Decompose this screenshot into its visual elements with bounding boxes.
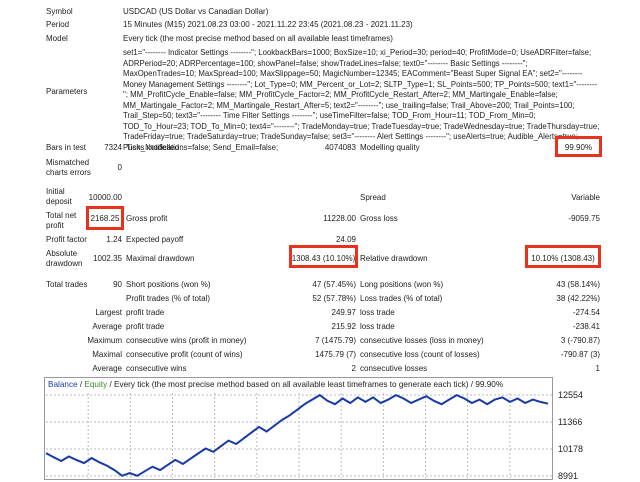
legend-equity: Equity (84, 380, 108, 389)
long-positions-label: Long positions (won %) (360, 280, 444, 289)
trade-row-value-2: -238.41 (572, 322, 600, 331)
model-label: Model (46, 34, 68, 43)
chart-svg: 12554 11366 10178 8991 (44, 377, 583, 481)
trade-row-value: 7 (1475.79) (315, 336, 356, 345)
relative-drawdown-highlight (525, 245, 601, 268)
expected-payoff-value: 24.09 (335, 235, 356, 244)
y-tick-label: 12554 (558, 390, 583, 400)
trade-row-prefix: Maximum (87, 336, 122, 345)
short-positions-label: Short positions (won %) (126, 280, 211, 289)
trade-row-value: 2 (351, 364, 356, 373)
trade-row-prefix: Average (92, 322, 122, 331)
spread-value: Variable (571, 193, 600, 202)
relative-drawdown-value: 10.10% (1308.43) (531, 254, 595, 263)
profit-factor-value: 1.24 (106, 235, 122, 244)
legend-separator: / (77, 380, 85, 389)
period-label: Period (46, 20, 70, 29)
trade-row-value-2: 3 (-790.87) (560, 336, 600, 345)
modelling-quality-highlight (555, 136, 602, 157)
trade-row-value-2: -790.87 (3) (560, 350, 600, 359)
balance-equity-chart: 12554 11366 10178 8991 (44, 377, 640, 481)
bars-label: Bars in test (46, 143, 87, 152)
modelling-quality-value: 99.90% (564, 143, 593, 152)
short-positions-value: 47 (57.45%) (312, 280, 356, 289)
maximal-drawdown-value: 1308.43 (10.10%) (291, 254, 356, 263)
y-tick-label: 8991 (558, 471, 578, 480)
trade-row-prefix: Maximal (92, 350, 122, 359)
legend-description: / Every tick (the most precise method ba… (107, 380, 504, 389)
modelling-quality-label: Modelling quality (360, 143, 420, 152)
gross-profit-label: Gross profit (126, 214, 168, 223)
ticks-value: 4074083 (324, 143, 356, 152)
total-net-profit-label: Total net profit (46, 211, 77, 230)
trade-row-label: profit trade (126, 308, 165, 317)
expected-payoff-label: Expected payoff (126, 235, 184, 244)
trade-row-label-2: loss trade (360, 322, 395, 331)
model-value: Every tick (the most precise method base… (123, 34, 393, 43)
trade-row-label-2: consecutive losses (360, 364, 428, 373)
chart-frame (44, 377, 553, 480)
net-profit-highlight (86, 206, 124, 230)
spread-label: Spread (360, 193, 386, 202)
parameters-value: set1="-------- Indicator Settings ------… (123, 48, 600, 152)
maximal-drawdown-label: Maximal drawdown (126, 254, 195, 263)
profit-trades-value: 52 (57.78%) (312, 294, 356, 303)
trade-row-label: profit trade (126, 322, 165, 331)
absolute-drawdown-label: Absolute drawdown (46, 249, 83, 268)
mismatched-label: Mismatched charts errors (46, 158, 91, 177)
trade-row-value-2: -274.54 (572, 308, 600, 317)
trade-row-value: 1475.79 (7) (315, 350, 356, 359)
gross-loss-value: -9059.75 (568, 214, 600, 223)
profit-trades-label: Profit trades (% of total) (126, 294, 211, 303)
balance-line (45, 393, 549, 477)
trade-row-label-2: consecutive loss (count of losses) (360, 350, 480, 359)
loss-trades-label: Loss trades (% of total) (360, 294, 443, 303)
ticks-label: Ticks modelled (126, 143, 180, 152)
trade-row-prefix: Largest (95, 308, 122, 317)
profit-factor-label: Profit factor (46, 235, 87, 244)
bars-value: 7324 (104, 143, 122, 152)
gross-loss-label: Gross loss (360, 214, 398, 223)
total-trades-label: Total trades (46, 280, 88, 289)
trade-row-value-2: 1 (595, 364, 600, 373)
symbol-label: Symbol (46, 7, 73, 16)
initial-deposit-value: 10000.00 (88, 193, 122, 202)
legend-balance: Balance (48, 380, 78, 389)
chart-legend: Balance / Equity / Every tick (the most … (48, 380, 503, 389)
trade-row-value: 249.97 (331, 308, 356, 317)
total-trades-value: 90 (113, 280, 122, 289)
parameters-label: Parameters (46, 87, 88, 96)
relative-drawdown-label: Relative drawdown (360, 254, 428, 263)
trade-row-prefix: Average (92, 364, 122, 373)
trade-row-label: consecutive profit (count of wins) (126, 350, 243, 359)
period-value: 15 Minutes (M15) 2021.08.23 03:00 - 2021… (123, 20, 413, 29)
trade-row-value: 215.92 (331, 322, 356, 331)
maximal-drawdown-highlight (289, 245, 358, 268)
loss-trades-value: 38 (42.22%) (556, 294, 600, 303)
total-net-profit-value: 2168.25 (90, 214, 120, 223)
trade-row-label: consecutive wins (profit in money) (126, 336, 247, 345)
symbol-value: USDCAD (US Dollar vs Canadian Dollar) (123, 7, 269, 16)
mismatched-value: 0 (117, 163, 122, 172)
trade-row-label: consecutive wins (126, 364, 187, 373)
y-tick-label: 10178 (558, 444, 583, 454)
trade-row-label-2: loss trade (360, 308, 395, 317)
initial-deposit-label: Initial deposit (46, 187, 72, 206)
y-tick-label: 11366 (558, 417, 582, 427)
long-positions-value: 43 (58.14%) (556, 280, 600, 289)
trade-row-label-2: consecutive losses (loss in money) (360, 336, 484, 345)
gross-profit-value: 11228.00 (323, 214, 356, 223)
absolute-drawdown-value: 1002.35 (93, 254, 122, 263)
